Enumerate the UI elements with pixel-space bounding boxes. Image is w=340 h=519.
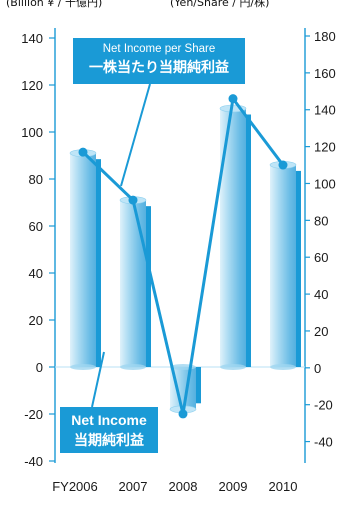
left-tick-label: 100 bbox=[21, 125, 43, 140]
eps-leader-line bbox=[120, 83, 151, 187]
bar-shadow bbox=[94, 159, 101, 367]
left-tick-label: -40 bbox=[24, 454, 43, 469]
category-label: 2008 bbox=[169, 479, 198, 494]
left-tick-label: 80 bbox=[29, 172, 43, 187]
right-tick-label: 0 bbox=[314, 361, 321, 376]
net-income-legend-label: Net Income 当期純利益 bbox=[60, 407, 158, 453]
ni-leader-line bbox=[91, 351, 105, 408]
eps-label-en: Net Income per Share bbox=[102, 43, 216, 55]
eps-point bbox=[78, 147, 88, 157]
right-axis-unit: (Yen/Share / 円/株) bbox=[170, 0, 270, 9]
right-tick-label: 40 bbox=[314, 287, 328, 302]
left-tick-label: 140 bbox=[21, 31, 43, 46]
eps-point bbox=[128, 195, 138, 205]
right-tick-label: 100 bbox=[314, 176, 336, 191]
bar-base bbox=[270, 364, 296, 370]
left-tick-label: -20 bbox=[24, 407, 43, 422]
bar-shadow bbox=[244, 114, 251, 367]
ni-label-en: Net Income bbox=[71, 412, 147, 428]
right-tick-label: 120 bbox=[314, 140, 336, 155]
eps-label-ja: 一株当たり当期純利益 bbox=[89, 59, 229, 75]
eps-legend-label: Net Income per Share 一株当たり当期純利益 bbox=[73, 38, 245, 84]
eps-point bbox=[228, 94, 238, 104]
left-tick-label: 60 bbox=[29, 219, 43, 234]
left-tick-label: 0 bbox=[36, 360, 43, 375]
right-tick-label: 160 bbox=[314, 66, 336, 81]
bar-shadow bbox=[294, 170, 301, 367]
category-label: 2007 bbox=[119, 479, 148, 494]
eps-point bbox=[178, 409, 188, 419]
bar bbox=[70, 153, 96, 367]
right-tick-label: -20 bbox=[314, 398, 333, 413]
right-tick-label: 180 bbox=[314, 29, 336, 44]
bar bbox=[270, 164, 296, 367]
right-tick-label: 140 bbox=[314, 103, 336, 118]
bar-base bbox=[120, 364, 146, 370]
left-tick-label: 40 bbox=[29, 266, 43, 281]
bar-shadow bbox=[194, 367, 201, 404]
left-tick-label: 120 bbox=[21, 78, 43, 93]
right-tick-label: 80 bbox=[314, 213, 328, 228]
category-label: 2010 bbox=[269, 479, 298, 494]
category-label: FY2006 bbox=[52, 479, 98, 494]
eps-point bbox=[278, 160, 288, 170]
right-tick-label: 60 bbox=[314, 250, 328, 265]
bar-base bbox=[70, 364, 96, 370]
category-label: 2009 bbox=[219, 479, 248, 494]
left-axis-unit: (Billion ¥ / 十億円) bbox=[6, 0, 103, 9]
ni-label-ja: 当期純利益 bbox=[74, 432, 144, 448]
right-tick-label: -40 bbox=[314, 435, 333, 450]
right-tick-label: 20 bbox=[314, 324, 328, 339]
left-tick-label: 20 bbox=[29, 313, 43, 328]
bar bbox=[120, 200, 146, 367]
bar-base bbox=[220, 364, 246, 370]
bar-shadow bbox=[144, 206, 151, 367]
